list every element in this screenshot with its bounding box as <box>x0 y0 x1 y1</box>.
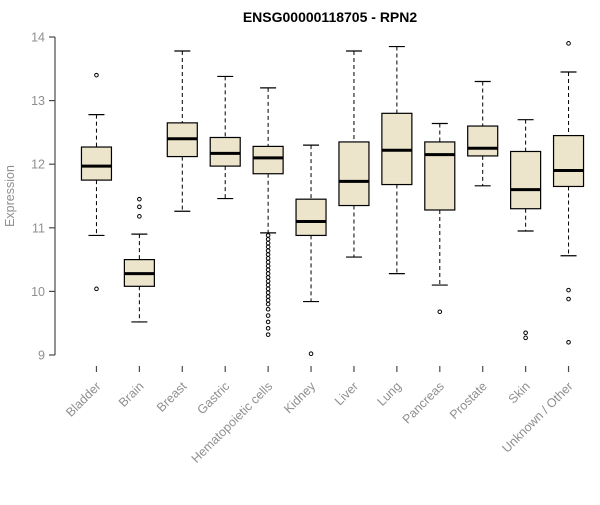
outlier-point <box>265 256 271 261</box>
chart-title: ENSG00000118705 - RPN2 <box>243 9 418 25</box>
plot-layer: 9 10 11 12 13 14 Bladder Brain Breast GastricHema… <box>31 31 585 466</box>
iqr-box <box>552 134 585 188</box>
iqr-box <box>252 145 284 175</box>
x-tick-label-brain: Brain <box>116 379 147 410</box>
outlier-point <box>265 271 271 276</box>
x-tick-label-liver: Liver <box>332 379 361 408</box>
y-tick-label: 12 <box>31 158 45 172</box>
box-breast <box>166 50 198 212</box>
outlier-point <box>265 248 271 253</box>
y-tick-label: 14 <box>31 31 45 45</box>
outlier-point <box>265 290 271 295</box>
x-tick-label-breast: Breast <box>154 379 190 415</box>
outlier-point <box>265 278 271 284</box>
box-hematopoietic-cells <box>252 87 284 337</box>
box-bladder <box>80 72 113 292</box>
iqr-box <box>338 141 370 207</box>
outlier-point <box>566 339 571 345</box>
outlier-point <box>265 259 271 265</box>
iqr-box <box>295 198 327 237</box>
outlier-point <box>137 196 142 202</box>
outlier-point <box>137 204 142 210</box>
box-brain <box>123 196 155 323</box>
box-pancreas <box>424 122 456 315</box>
iqr-box <box>80 146 113 181</box>
box-unknown-other <box>552 41 585 345</box>
outlier-point <box>265 263 271 269</box>
outlier-point <box>265 298 271 303</box>
iqr-box <box>510 150 542 210</box>
x-tick-label-kidney: Kidney <box>281 379 318 416</box>
outlier-point <box>94 286 99 292</box>
x-tick-label-hematopoietic-cells: Hematopoietic cells <box>189 379 276 466</box>
x-tick-label-bladder: Bladder <box>63 379 103 419</box>
outlier-point <box>523 335 528 341</box>
x-tick-label-lung: Lung <box>374 379 404 409</box>
outlier-point <box>308 351 314 357</box>
outlier-point <box>523 330 528 336</box>
outlier-point <box>265 252 271 257</box>
x-tick-label-pancreas: Pancreas <box>400 379 447 426</box>
iqr-box <box>209 136 241 167</box>
outlier-point <box>265 240 271 246</box>
outlier-point <box>265 244 271 250</box>
outlier-point <box>265 325 271 331</box>
y-tick-label: 13 <box>31 94 45 108</box>
outlier-point <box>137 214 142 219</box>
outlier-point <box>265 313 271 318</box>
outlier-point <box>94 72 99 78</box>
box-prostate <box>467 80 499 187</box>
outlier-point <box>265 275 271 280</box>
x-tick-label-gastric: Gastric <box>194 379 232 417</box>
outlier-point <box>566 296 571 302</box>
x-tick-label-skin: Skin <box>506 379 533 406</box>
box-gastric <box>209 75 241 200</box>
outlier-point <box>265 294 271 299</box>
outlier-point <box>265 332 271 337</box>
iqr-box <box>467 125 499 157</box>
outlier-point <box>265 236 271 242</box>
iqr-box <box>424 141 456 211</box>
box-skin <box>510 119 542 341</box>
box-liver <box>338 50 370 258</box>
outlier-point <box>566 41 571 46</box>
y-tick-label: 10 <box>31 285 45 299</box>
y-tick-label: 9 <box>38 349 45 363</box>
outlier-point <box>265 267 271 273</box>
outlier-point <box>265 286 271 292</box>
outlier-point <box>265 233 271 238</box>
box-kidney <box>295 144 327 357</box>
outlier-point <box>566 287 571 293</box>
outlier-point <box>265 306 271 312</box>
outlier-point <box>437 309 443 315</box>
outlier-point <box>265 319 271 325</box>
y-tick-label: 11 <box>32 221 45 235</box>
box-lung <box>381 45 413 275</box>
outlier-point <box>265 282 271 288</box>
outlier-point <box>265 301 271 307</box>
x-tick-label-prostate: Prostate <box>447 379 490 422</box>
y-axis-title: Expression <box>3 165 17 227</box>
